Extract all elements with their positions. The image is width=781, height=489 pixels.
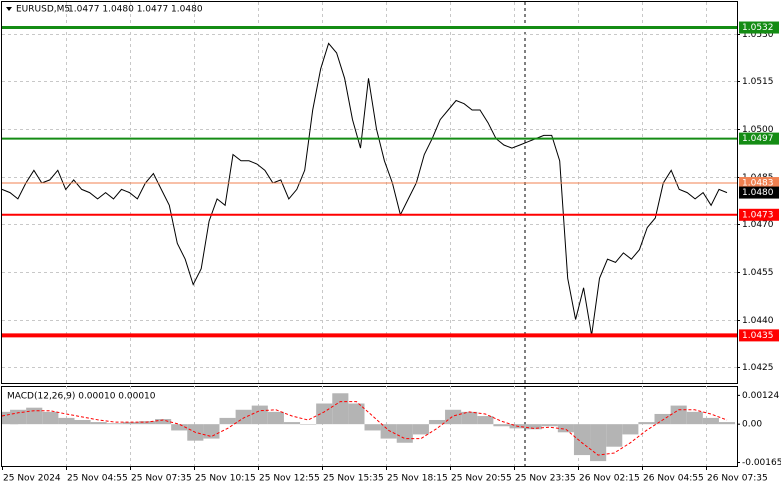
macd-bar <box>42 411 59 425</box>
macd-bar <box>380 424 397 439</box>
macd-bar <box>445 409 462 425</box>
macd-bar <box>654 413 671 425</box>
menu-arrow <box>6 7 12 11</box>
level-label-bg <box>739 186 779 199</box>
x-tick-label: 26 Nov 02:15 <box>579 474 640 484</box>
x-tick-label: 25 Nov 15:35 <box>323 474 384 484</box>
macd-bar <box>638 422 655 425</box>
macd-frame <box>1 386 738 467</box>
x-tick-label: 25 Nov 07:35 <box>131 474 192 484</box>
macd-bar <box>90 422 107 425</box>
level-label-bg <box>739 132 779 145</box>
macd-bar <box>155 419 172 425</box>
macd-bar <box>203 424 220 439</box>
level-label-bg <box>739 177 779 190</box>
macd-bar <box>138 421 156 425</box>
level-label: 1.0435 <box>742 331 774 341</box>
macd-bar <box>686 411 703 425</box>
macd-bar <box>461 411 478 425</box>
x-tick-label: 25 Nov 12:55 <box>259 474 320 484</box>
y-tick-label: 0.00 <box>742 420 762 430</box>
y-tick-label: 1.0470 <box>742 220 774 230</box>
y-tick-label: 1.0530 <box>742 30 774 40</box>
signal-line <box>1 401 728 456</box>
macd-bar <box>300 424 317 425</box>
level-label: 1.0497 <box>742 134 774 144</box>
macd-bar <box>525 424 542 430</box>
x-tick-label: 25 Nov 20:55 <box>451 474 512 484</box>
level-label: 1.0473 <box>742 210 774 220</box>
macd-bar <box>573 424 591 456</box>
macd-bar <box>477 416 494 425</box>
macd-bar <box>316 403 333 425</box>
ohlc-values: 1.0477 1.0480 1.0477 1.0480 <box>68 5 203 15</box>
x-tick-label: 25 Nov 10:15 <box>195 474 256 484</box>
y-tick-label: 0.00124 <box>742 391 779 401</box>
macd-bar <box>235 409 252 425</box>
level-label-bg <box>739 21 779 34</box>
y-tick-label: 1.0515 <box>742 77 774 87</box>
macd-bar <box>251 405 268 425</box>
x-tick-label: 26 Nov 04:55 <box>643 474 704 484</box>
macd-bar <box>58 417 75 425</box>
level-label: 1.0532 <box>742 23 774 33</box>
macd-bar <box>106 423 123 425</box>
macd-bar <box>122 422 139 425</box>
level-label: 1.0483 <box>742 179 774 189</box>
y-tick-label: -0.00165 <box>742 458 781 468</box>
macd-bar <box>412 424 429 435</box>
price-frame <box>1 1 738 384</box>
macd-bar <box>702 417 719 425</box>
macd-bar <box>74 419 91 425</box>
y-tick-label: 1.0425 <box>742 363 774 373</box>
macd-bar <box>283 422 301 425</box>
x-tick-label: 25 Nov 23:35 <box>515 474 576 484</box>
macd-bar <box>622 424 639 435</box>
macd-bar <box>332 393 349 425</box>
macd-bar <box>267 411 284 425</box>
macd-bar <box>364 424 381 431</box>
price-line <box>1 42 728 336</box>
macd-bar <box>606 424 623 447</box>
y-tick-label: 1.0455 <box>742 268 774 278</box>
macd-bar <box>396 424 413 443</box>
macd-bar <box>670 405 687 425</box>
macd-title: MACD(12,26,9) 0.00010 0.00010 <box>7 392 156 402</box>
macd-bar <box>171 424 188 431</box>
macd-bar <box>557 424 574 433</box>
y-tick-label: 1.0500 <box>742 125 774 135</box>
x-tick-label: 25 Nov 18:15 <box>387 474 448 484</box>
macd-bar <box>26 407 43 425</box>
symbol-title: EURUSD,M5 <box>16 5 70 15</box>
macd-bar <box>219 417 236 425</box>
level-label: 1.0480 <box>742 188 774 198</box>
level-label-bg <box>739 208 779 221</box>
macd-bar <box>541 424 558 427</box>
x-tick-label: 25 Nov 2024 <box>3 474 61 484</box>
macd-bar <box>348 403 365 425</box>
x-tick-label: 25 Nov 04:55 <box>67 474 128 484</box>
macd-bar <box>493 424 510 427</box>
level-label-bg <box>739 329 779 342</box>
macd-bar <box>718 422 736 425</box>
macd-bar <box>428 419 446 425</box>
y-tick-label: 1.0440 <box>742 316 774 326</box>
x-tick-label: 26 Nov 07:35 <box>707 474 768 484</box>
